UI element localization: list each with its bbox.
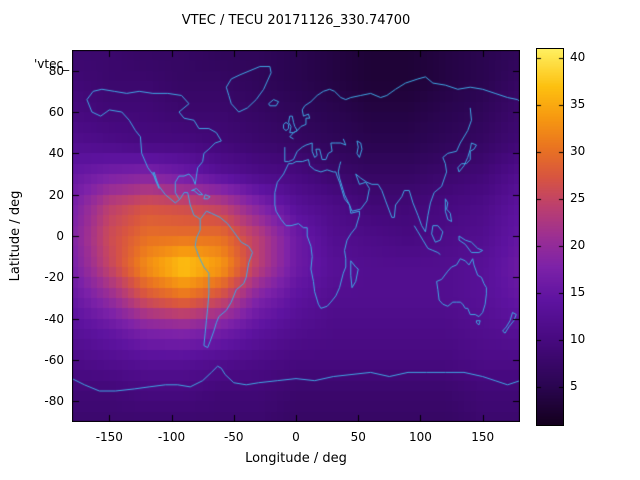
x-tick-label: -50 bbox=[223, 430, 244, 444]
colorbar-tick-label: 30 bbox=[570, 144, 586, 159]
x-tick-label: -150 bbox=[95, 430, 123, 444]
colorbar-tick-label: 10 bbox=[570, 332, 586, 347]
legend-key-fragment: 'vtec_ bbox=[34, 57, 70, 71]
y-tick-label: -60 bbox=[44, 353, 64, 367]
x-axis-label: Longitude / deg bbox=[245, 451, 347, 466]
x-tick-label: 50 bbox=[350, 430, 366, 444]
colorbar-tick-label: 5 bbox=[570, 379, 578, 394]
x-tick-label: -100 bbox=[157, 430, 186, 444]
y-tick-label: 60 bbox=[48, 105, 64, 119]
colorbar-tick-label: 40 bbox=[570, 50, 586, 65]
colorbar-canvas bbox=[536, 48, 564, 426]
y-tick-label: 0 bbox=[56, 229, 64, 243]
y-tick-label: -40 bbox=[44, 311, 64, 326]
x-tick-label: 0 bbox=[292, 430, 300, 444]
y-tick-label: -80 bbox=[44, 394, 64, 409]
x-tick-label: 100 bbox=[408, 430, 432, 444]
heatmap-canvas bbox=[72, 50, 520, 422]
y-tick-label: -20 bbox=[44, 270, 64, 285]
y-tick-label: 20 bbox=[48, 187, 64, 202]
x-tick-label: 150 bbox=[471, 430, 495, 444]
colorbar-tick-label: 20 bbox=[570, 238, 586, 253]
y-tick-label: 40 bbox=[48, 146, 64, 161]
colorbar-tick-label: 25 bbox=[570, 191, 586, 206]
y-tick-label: 80 bbox=[48, 63, 64, 78]
chart-title: VTEC / TECU 20171126_330.74700 bbox=[181, 13, 411, 28]
colorbar-tick-label: 15 bbox=[570, 285, 586, 300]
colorbar-tick-label: 35 bbox=[570, 97, 586, 112]
